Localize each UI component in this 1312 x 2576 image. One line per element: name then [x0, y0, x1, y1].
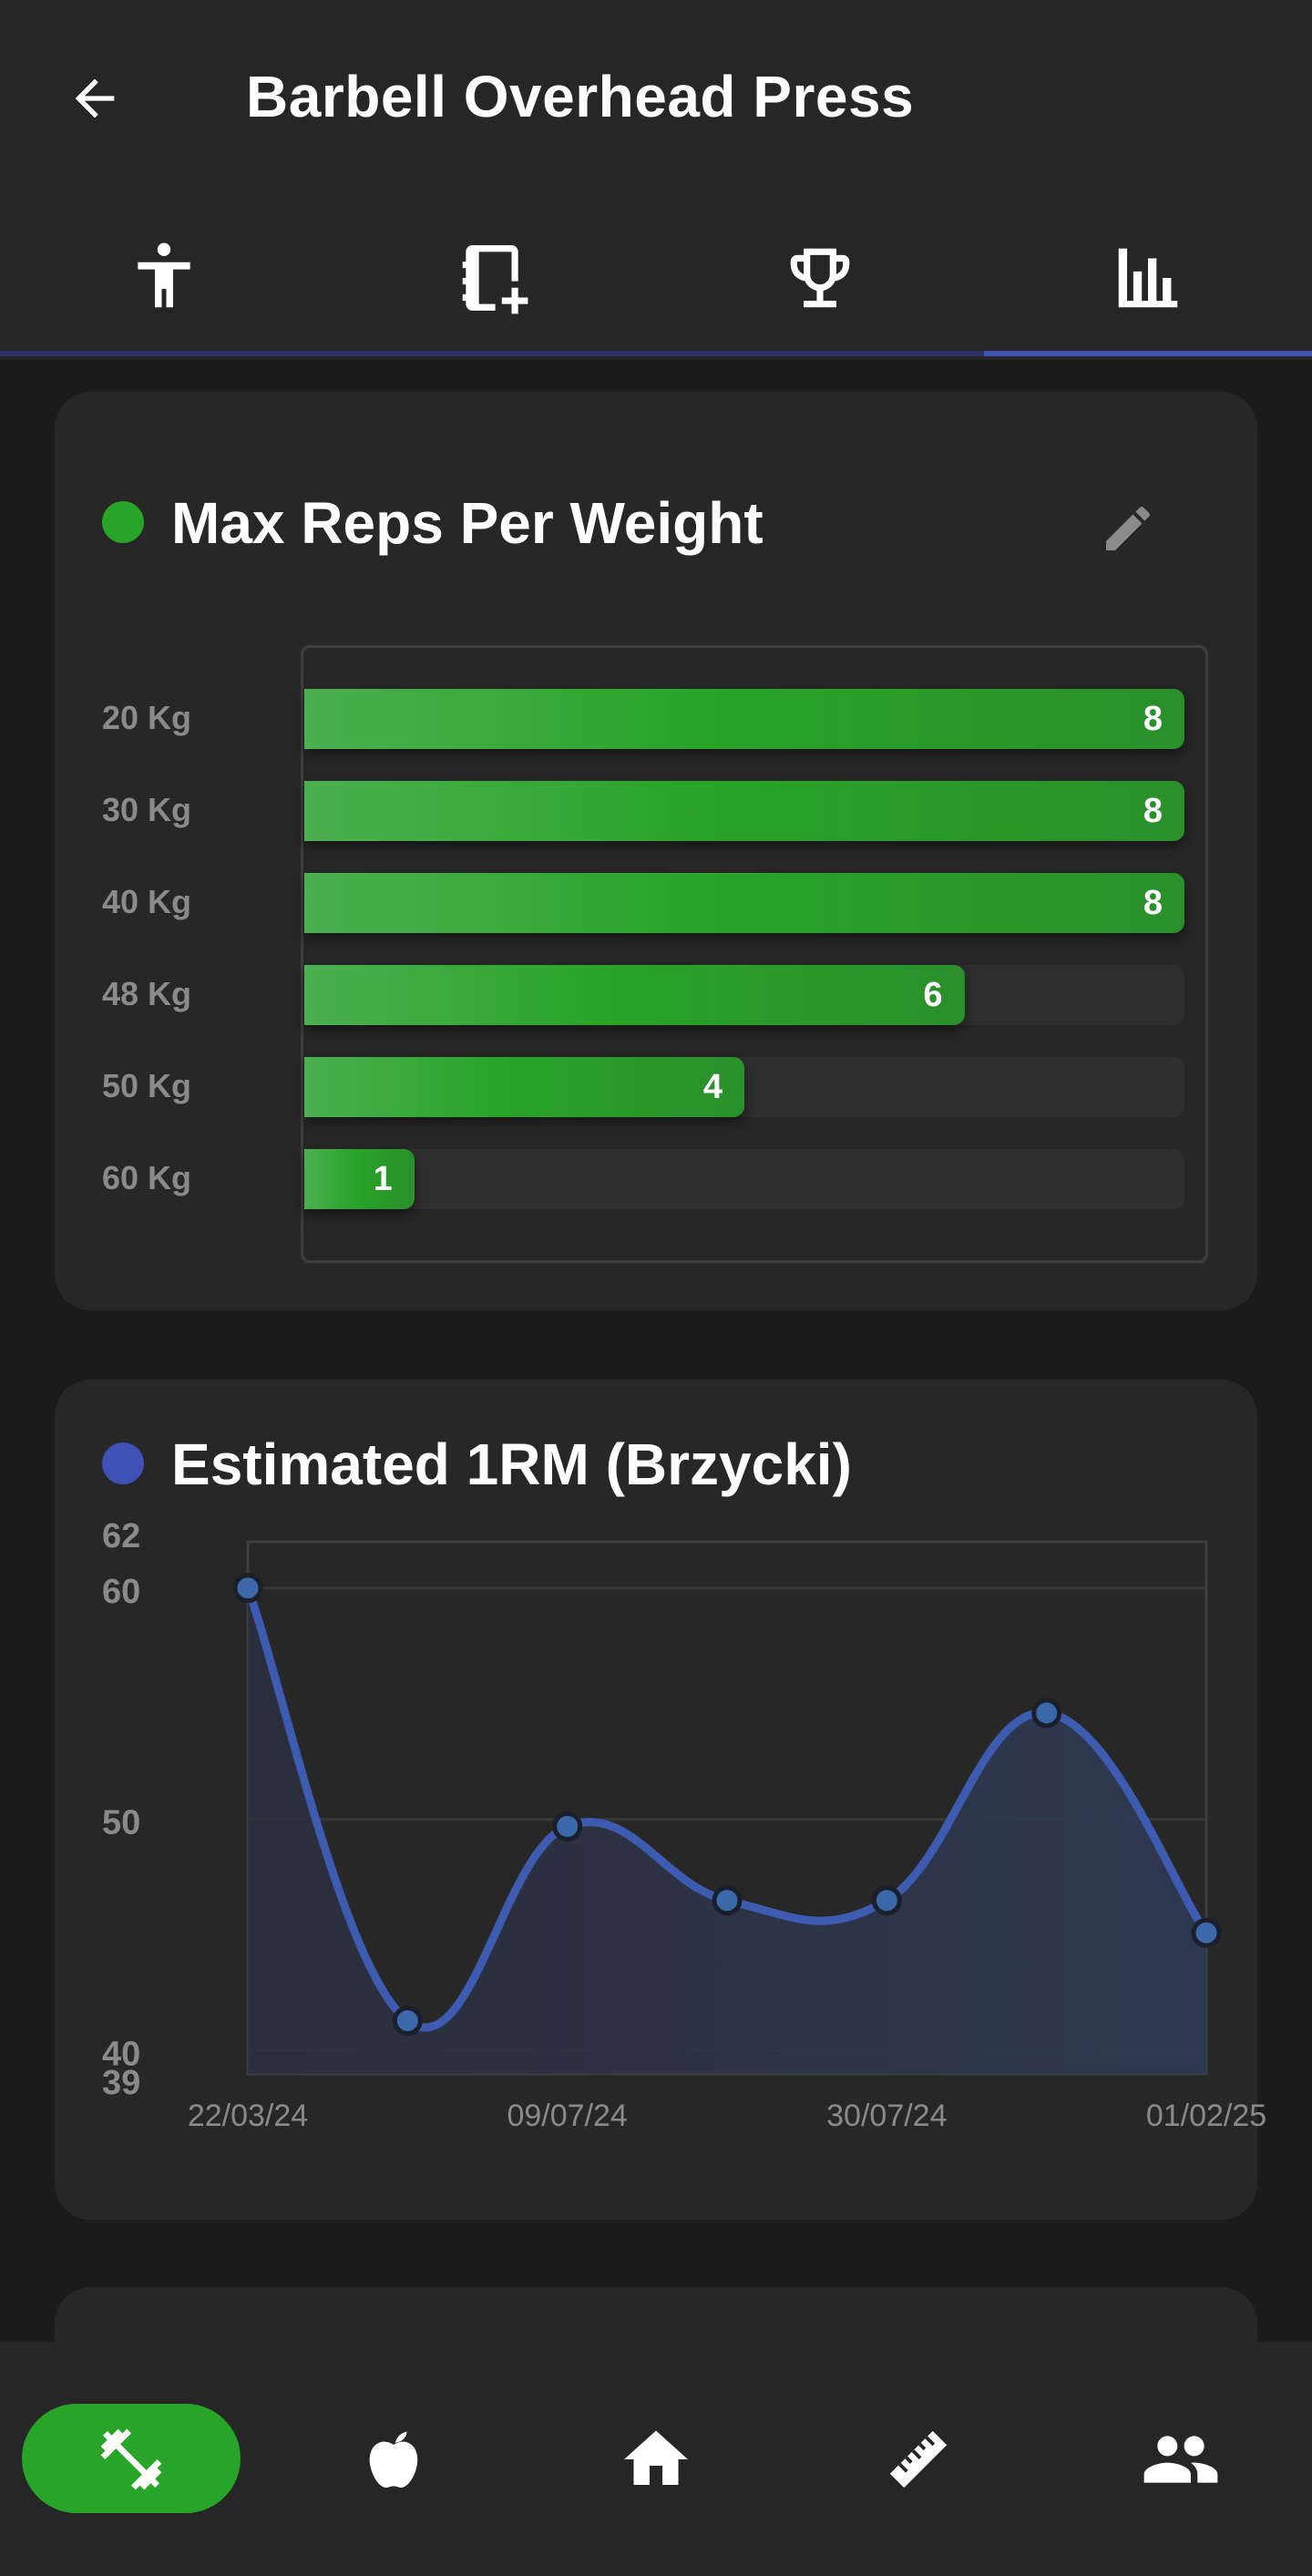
bar-category-label: 30 Kg	[102, 791, 192, 828]
tab-history[interactable]	[328, 196, 656, 360]
ruler-icon	[889, 2430, 948, 2488]
pencil-icon	[1106, 506, 1151, 550]
bar-category-label: 20 Kg	[102, 699, 192, 736]
page-title: Barbell Overhead Press	[246, 64, 915, 129]
active-tab-indicator	[984, 351, 1312, 356]
bar	[304, 689, 1184, 749]
tab-charts[interactable]	[984, 196, 1312, 360]
bar-value-label: 8	[1143, 884, 1163, 922]
dumbbell-icon	[100, 2428, 162, 2489]
bar	[304, 873, 1184, 933]
series-dot	[102, 501, 144, 543]
one-rm-card	[55, 1380, 1257, 2220]
bar-track: 8	[304, 781, 1184, 841]
trophy-icon	[790, 248, 850, 308]
bar-category-label: 40 Kg	[102, 883, 192, 920]
tab-info[interactable]	[0, 196, 328, 360]
series-dot	[102, 1442, 144, 1484]
exercise-tabs	[0, 196, 1312, 360]
bar-track: 6	[304, 965, 1184, 1025]
home-icon	[624, 2430, 688, 2485]
bar	[304, 1057, 744, 1117]
bar-track: 4	[304, 1057, 1184, 1117]
tabs-divider	[0, 351, 1312, 356]
back-button[interactable]	[56, 60, 133, 137]
card-title: Estimated 1RM (Brzycki)	[171, 1432, 852, 1497]
bar-value-label: 4	[702, 1068, 723, 1106]
bar-chart-icon	[1118, 248, 1178, 308]
nav-nutrition[interactable]	[262, 2342, 525, 2576]
bar-chart-frame	[301, 645, 1208, 1263]
nav-workouts[interactable]	[0, 2342, 262, 2576]
apple-icon	[369, 2431, 418, 2488]
people-icon	[1143, 2435, 1218, 2483]
app-bar: Barbell Overhead Press	[0, 0, 1312, 196]
bar-track: 8	[304, 689, 1184, 749]
bar	[304, 781, 1184, 841]
bar-category-label: 60 Kg	[102, 1159, 192, 1196]
card-title: Max Reps Per Weight	[171, 490, 764, 556]
bar-value-label: 1	[373, 1160, 393, 1198]
person-standing-icon	[138, 242, 190, 308]
nav-home[interactable]	[525, 2342, 787, 2576]
notebook-plus-icon	[462, 245, 528, 314]
edit-button[interactable]	[1090, 490, 1166, 567]
bar-value-label: 8	[1143, 700, 1163, 738]
bar	[304, 1149, 415, 1209]
bar-category-label: 50 Kg	[102, 1067, 192, 1104]
bar-track: 1	[304, 1149, 1184, 1209]
bottom-navigation	[0, 2342, 1312, 2576]
bar-value-label: 6	[923, 976, 943, 1014]
bar-category-label: 48 Kg	[102, 975, 192, 1012]
nav-social[interactable]	[1050, 2342, 1312, 2576]
tab-records[interactable]	[656, 196, 984, 360]
bar	[304, 965, 965, 1025]
arrow-left-icon	[75, 78, 115, 118]
nav-measurements[interactable]	[787, 2342, 1050, 2576]
bar-track: 8	[304, 873, 1184, 933]
bar-value-label: 8	[1143, 792, 1163, 830]
